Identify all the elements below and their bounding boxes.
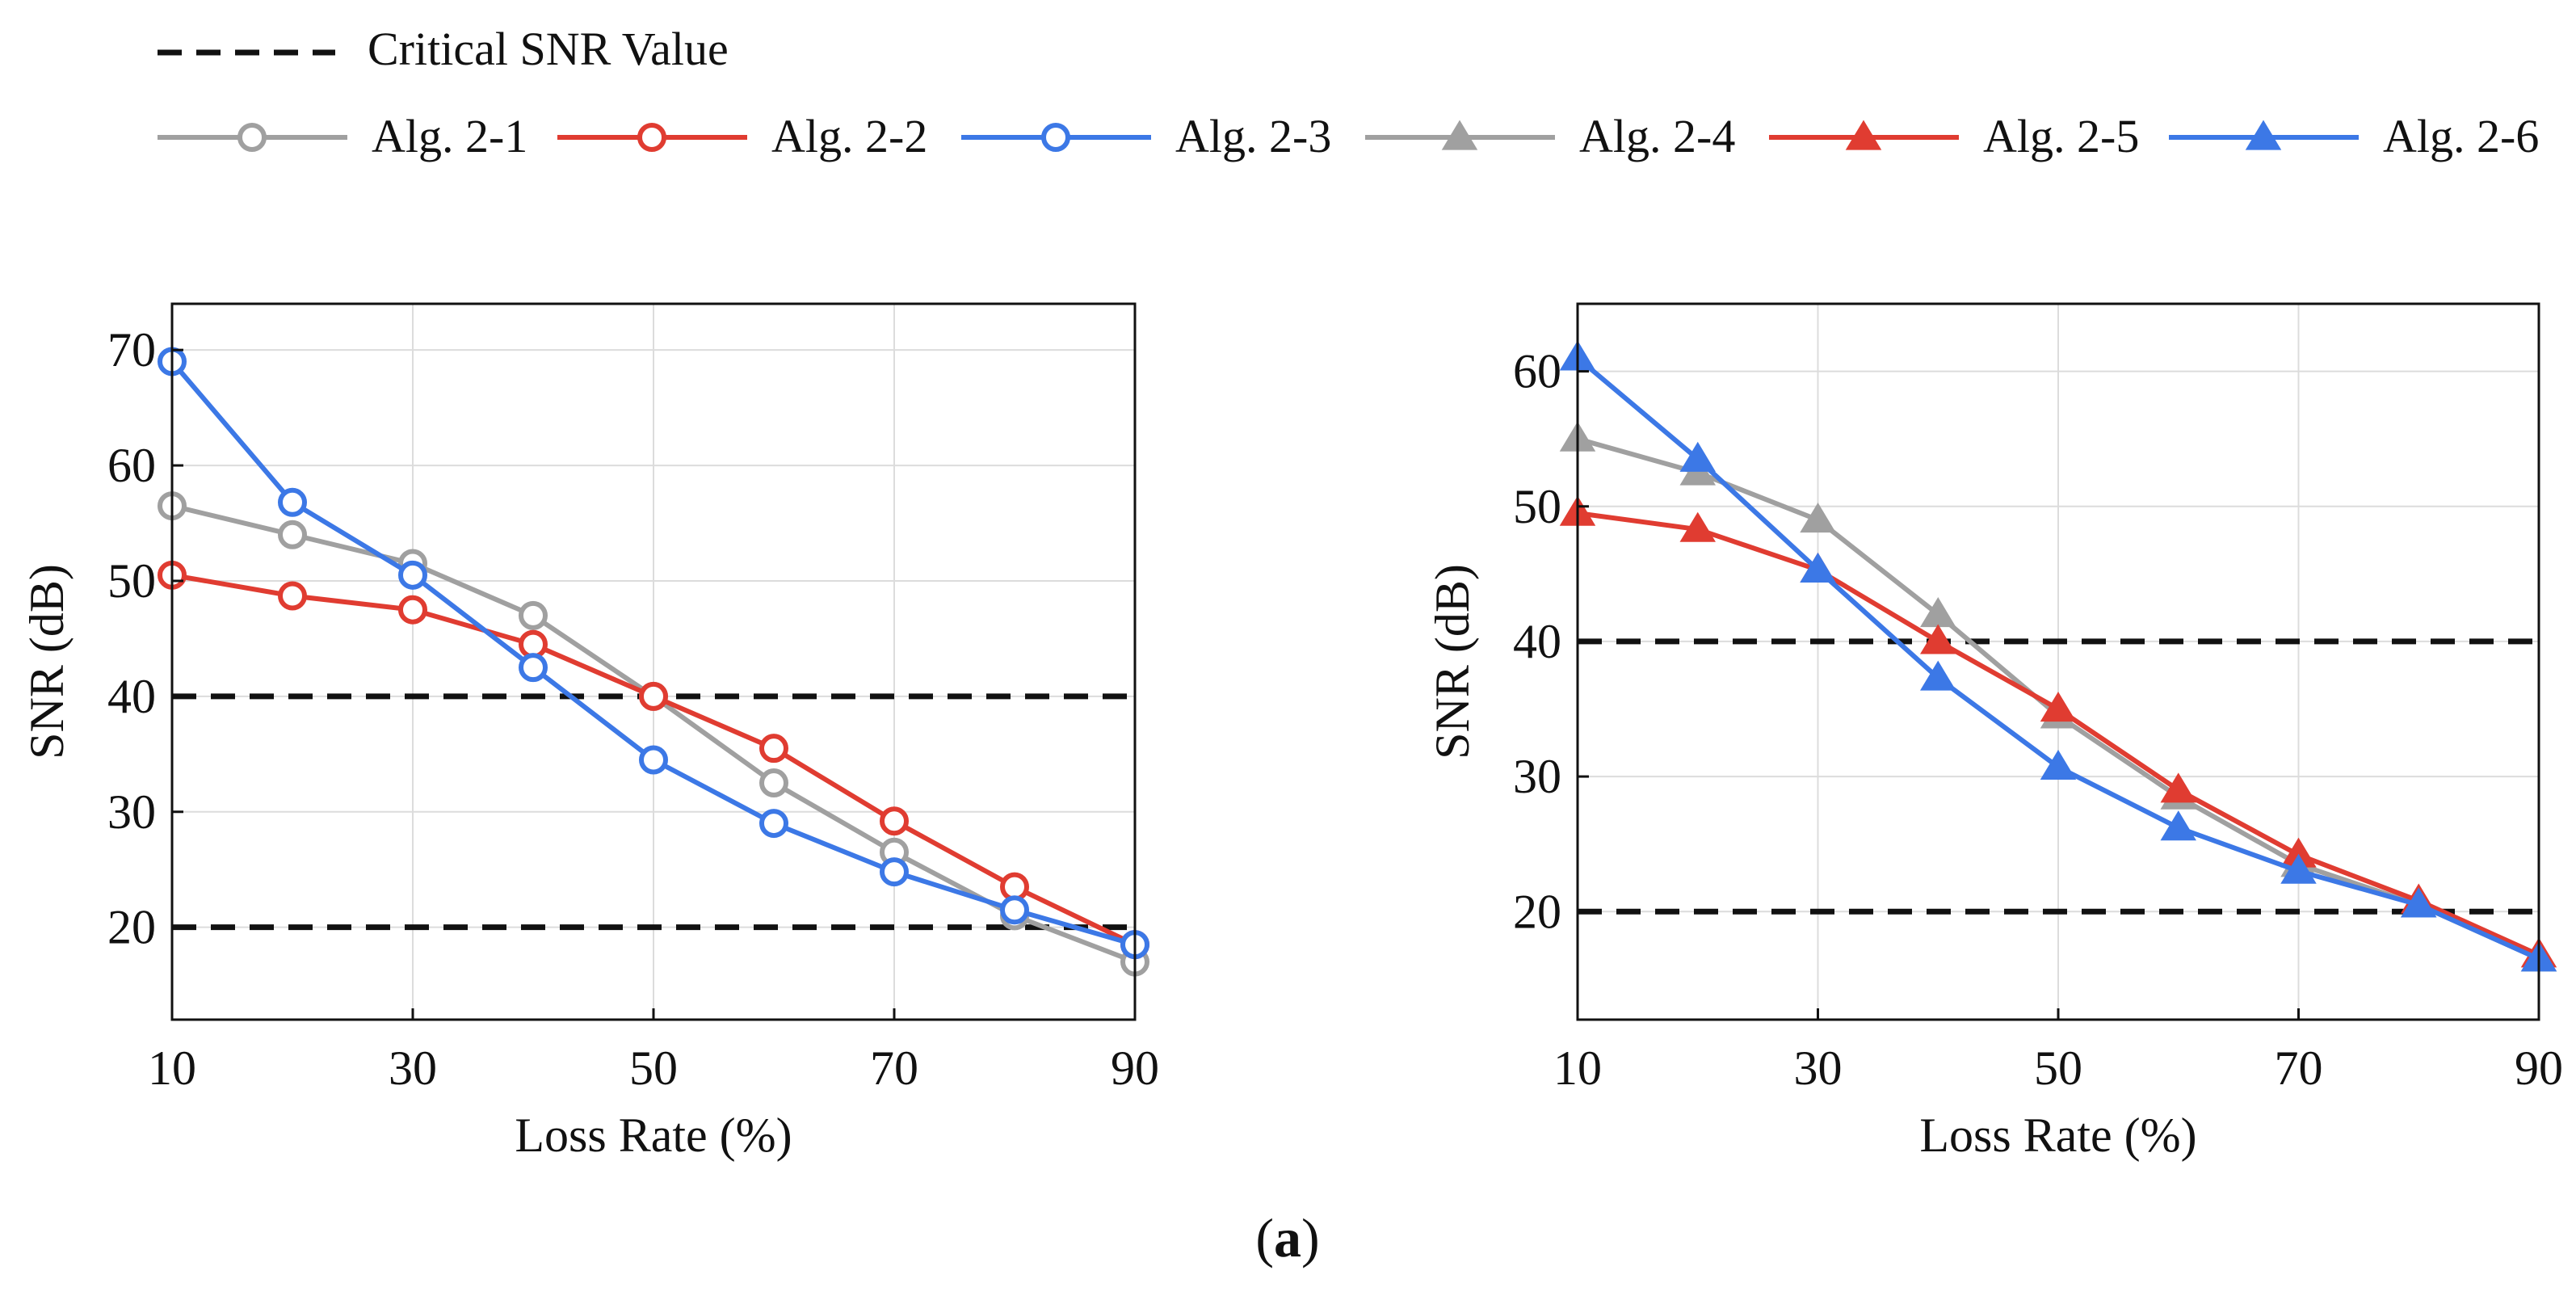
x-axis-label: Loss Rate (%): [1919, 1109, 2196, 1162]
data-point: [2280, 853, 2317, 884]
x-tick-label: 50: [629, 1041, 678, 1095]
data-point: [398, 595, 427, 625]
legend-marker-2: [637, 123, 666, 152]
y-tick-label: 30: [1513, 750, 1561, 803]
data-point: [1000, 895, 1029, 925]
x-tick-label: 90: [2515, 1041, 2563, 1095]
data-point: [1679, 441, 1716, 472]
y-tick-label: 60: [1513, 345, 1561, 398]
legend-label-4: Alg. 2-4: [1579, 110, 1735, 162]
data-point: [2040, 749, 2077, 780]
data-point: [1800, 552, 1836, 583]
x-tick-label: 30: [1794, 1041, 1843, 1095]
data-point: [639, 745, 668, 775]
legend-marker-1: [237, 123, 267, 152]
legend-label-2: Alg. 2-2: [771, 110, 927, 162]
data-point: [278, 520, 307, 549]
x-tick-label: 90: [1111, 1041, 1159, 1095]
y-axis-label: SNR (dB): [20, 564, 74, 759]
plot-1: 10 30 50 70 90 20 30 40 50 60 70 Loss Rate (%) SNR (…: [20, 302, 1159, 1162]
legend-marker-6: [2245, 120, 2282, 150]
legend-marker-5: [1845, 120, 1882, 150]
data-point: [880, 806, 909, 836]
x-axis-label: Loss Rate (%): [515, 1109, 792, 1162]
plot-2: 10 30 50 70 90 20 30 40 50 60 Loss Rate (%) SNR (dB…: [1426, 302, 2563, 1162]
data-point: [1800, 503, 1836, 533]
y-tick-label: 40: [1513, 615, 1561, 668]
data-point: [1920, 624, 1956, 654]
data-point: [1920, 660, 1956, 691]
y-axis-label: SNR (dB): [1426, 564, 1479, 759]
legend-marker-4: [1441, 120, 1478, 150]
data-point: [759, 809, 788, 839]
x-tick-label: 50: [2034, 1041, 2082, 1095]
data-point: [519, 600, 548, 630]
legend-label-6: Alg. 2-6: [2383, 110, 2539, 162]
legend: Critical SNR Value Alg. 2-1 Alg. 2-2 Alg. …: [158, 23, 2539, 162]
legend-label-1: Alg. 2-1: [372, 110, 527, 162]
legend-label-3: Alg. 2-3: [1175, 110, 1331, 162]
legend-marker-3: [1041, 123, 1070, 152]
x-tick-label: 10: [148, 1041, 196, 1095]
data-point: [519, 629, 548, 659]
data-point: [1000, 872, 1029, 902]
x-tick-label: 70: [870, 1041, 918, 1095]
data-point: [2040, 692, 2077, 722]
legend-critical-label: Critical SNR Value: [368, 23, 729, 75]
y-tick-label: 50: [107, 554, 156, 608]
data-point: [2160, 810, 2196, 841]
y-tick-label: 60: [107, 439, 156, 492]
x-tick-label: 30: [389, 1041, 437, 1095]
y-tick-label: 20: [107, 901, 156, 954]
data-point: [639, 681, 668, 711]
data-point: [1679, 511, 1716, 542]
data-point: [2401, 887, 2437, 918]
data-point: [2160, 772, 2196, 803]
y-tick-label: 50: [1513, 480, 1561, 533]
data-point: [398, 560, 427, 590]
y-tick-label: 70: [107, 323, 156, 377]
legend-label-5: Alg. 2-5: [1983, 110, 2139, 162]
data-point: [278, 581, 307, 611]
x-tick-label: 10: [1553, 1041, 1602, 1095]
data-point: [278, 487, 307, 517]
y-tick-label: 30: [107, 785, 156, 839]
figure-label: (a): [1255, 1207, 1319, 1268]
data-point: [880, 857, 909, 887]
y-tick-label: 40: [107, 670, 156, 723]
data-point: [759, 734, 788, 764]
data-point: [519, 653, 548, 683]
y-tick-label: 20: [1513, 885, 1561, 938]
data-point: [759, 768, 788, 798]
x-tick-label: 70: [2275, 1041, 2323, 1095]
